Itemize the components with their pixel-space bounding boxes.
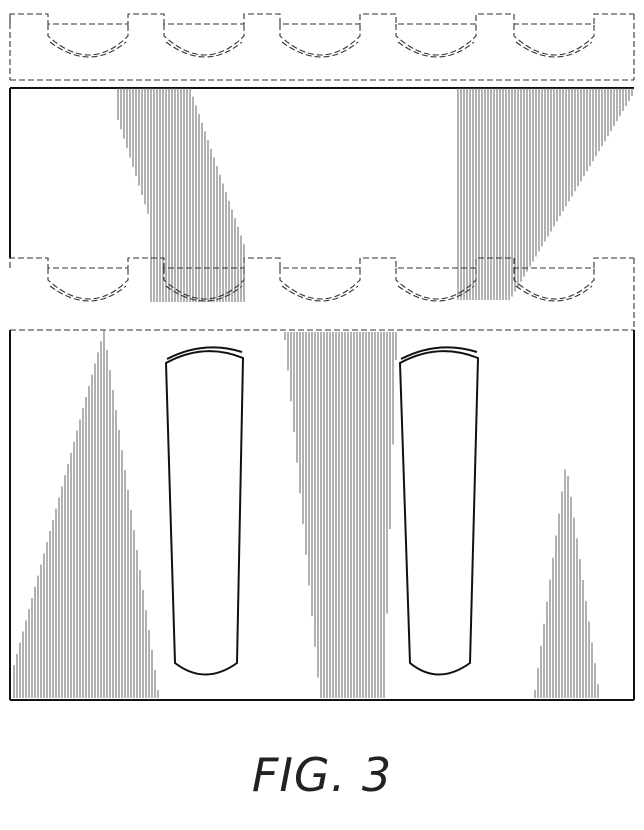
tapered-slot-right xyxy=(400,347,478,674)
figure-caption: FIG. 3 xyxy=(0,748,644,802)
upper-panel xyxy=(10,88,634,302)
top-strip xyxy=(10,14,634,80)
cup-recess-outer xyxy=(280,268,360,299)
cup-recess-outer xyxy=(514,268,594,299)
cup-recess-outer xyxy=(280,24,360,55)
cup-recess-outer xyxy=(514,24,594,55)
middle-strip xyxy=(10,258,634,330)
cup-recess-outer xyxy=(48,268,128,299)
cup-recess-outer xyxy=(396,24,476,55)
cup-recess-outer xyxy=(164,24,244,55)
lower-panel-shading xyxy=(14,330,598,698)
top-strip-scalloped-edge xyxy=(10,14,634,24)
tapered-slot-left xyxy=(166,347,243,674)
patent-drawing xyxy=(0,0,644,740)
middle-strip-scalloped-edge xyxy=(10,258,634,268)
upper-panel-shading xyxy=(118,88,632,302)
top-cup-recesses xyxy=(48,24,594,57)
cup-recess-outer xyxy=(48,24,128,55)
slot-right-outline xyxy=(400,351,478,674)
slot-left-outline xyxy=(166,351,243,674)
lower-panel xyxy=(10,330,634,700)
